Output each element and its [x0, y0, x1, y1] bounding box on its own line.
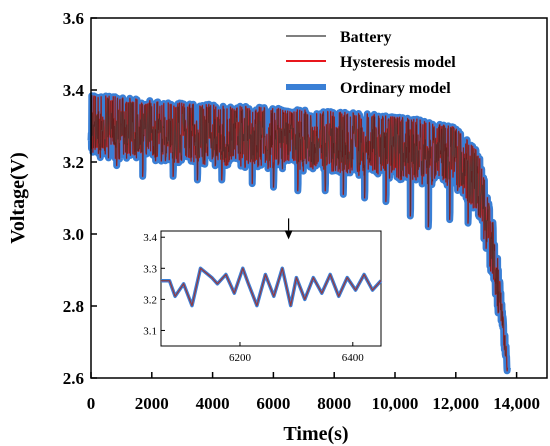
inset-y-tick-label: 3.4: [143, 232, 157, 244]
series-layer: [87, 92, 511, 375]
legend: Battery Hysteresis model Ordinary model: [286, 29, 456, 97]
y-tick-label: 3.0: [63, 225, 84, 244]
inset-series-battery: [161, 268, 382, 306]
inset-y-tick-label: 3.2: [143, 294, 157, 306]
x-tick-label: 2000: [135, 394, 169, 413]
inset-plot: 3.1 3.2 3.3 3.4 6200 6400: [143, 218, 383, 364]
legend-label-hysteresis: Hysteresis model: [340, 54, 456, 71]
y-axis-title: Voltage(V): [7, 152, 29, 243]
plot-frame: [90, 17, 548, 379]
y-tick-label: 2.6: [63, 369, 84, 388]
series-battery-core: [90, 95, 508, 371]
x-tick-label: 10,000: [372, 394, 419, 413]
x-tick-label: 8000: [317, 394, 351, 413]
inset-y-tick-label: 3.1: [143, 325, 157, 337]
inset-x-tick-label: 6400: [342, 352, 365, 364]
inset-x-tick-label: 6200: [229, 352, 252, 364]
y-tick-label: 3.2: [63, 153, 84, 172]
inset-y-tick-label: 3.3: [143, 263, 157, 275]
legend-label-ordinary: Ordinary model: [340, 80, 451, 97]
x-tick-label: 14,000: [493, 394, 540, 413]
legend-label-battery: Battery: [340, 29, 392, 46]
x-axis-title: Time(s): [283, 423, 348, 445]
x-tick-label: 12,000: [432, 394, 479, 413]
y-tick-label: 3.6: [63, 9, 84, 28]
y-tick-label: 3.4: [63, 81, 85, 100]
x-tick-label: 4000: [196, 394, 230, 413]
x-tick-label: 0: [87, 394, 96, 413]
x-tick-label: 6000: [256, 394, 290, 413]
axes-layer: 2.6 2.8 3.0 3.2 3.4 3.6 0 2000 4000 6000 8000 10,00…: [63, 9, 548, 413]
inset-arrow-icon: [284, 230, 293, 240]
y-tick-label: 2.8: [63, 297, 84, 316]
